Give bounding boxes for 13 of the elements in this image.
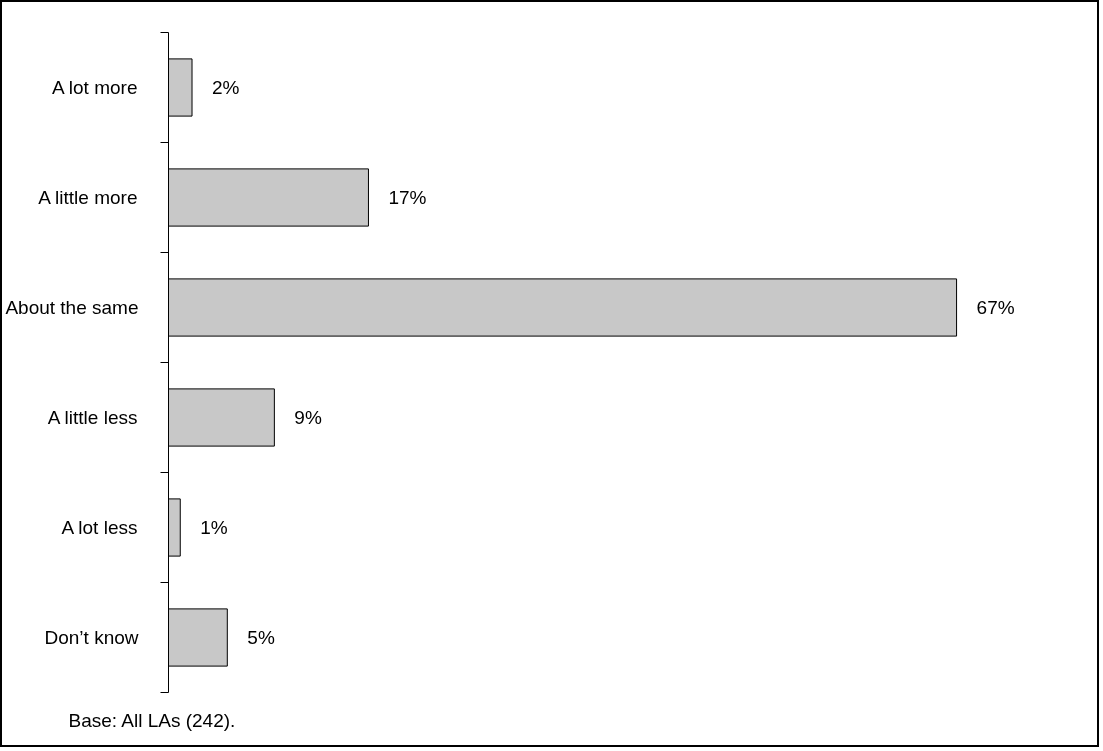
y-tick-label: A little less [47,407,138,428]
data-label: 2% [212,77,240,98]
y-tick-label: Don’t know [44,627,139,648]
data-label: 1% [200,517,228,538]
data-label: 67% [976,297,1015,318]
text: Base: All LAs (242). [68,709,236,731]
data-label: 9% [294,407,322,428]
y-tick-label: A lot more [51,77,138,98]
data-label: 5% [247,627,275,648]
y-tick-label: A lot less [61,517,138,538]
data-label: 17% [388,187,427,208]
y-tick-label: About the same [5,297,139,318]
y-tick-label: A little more [38,187,138,208]
